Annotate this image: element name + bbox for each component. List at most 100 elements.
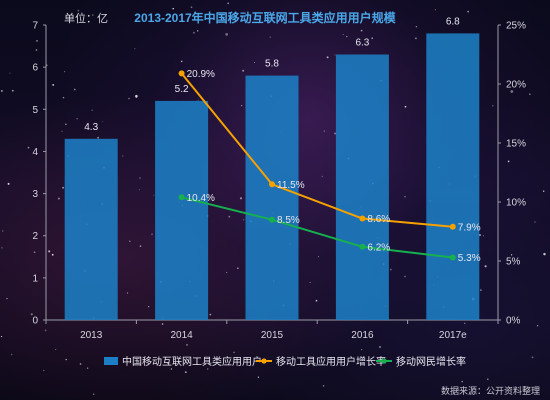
star <box>1 90 3 92</box>
star <box>510 90 514 93</box>
star <box>128 97 130 100</box>
star <box>27 146 30 149</box>
bar-series <box>64 33 480 321</box>
star <box>35 49 38 51</box>
star <box>1 247 3 249</box>
star <box>457 388 460 391</box>
chart-title: 2013-2017年中国移动互联网工具类应用用户规模 <box>134 10 396 25</box>
star <box>197 30 199 32</box>
line-value-label: 5.3% <box>458 253 481 264</box>
star <box>467 10 469 13</box>
star <box>371 37 373 39</box>
star <box>139 177 141 179</box>
star <box>456 336 458 339</box>
star <box>97 136 100 139</box>
star <box>93 393 95 395</box>
star <box>129 240 131 242</box>
star <box>126 292 129 294</box>
star <box>360 348 363 351</box>
star <box>536 325 539 327</box>
star <box>1 336 3 338</box>
star <box>36 40 38 42</box>
star <box>134 48 136 50</box>
star <box>73 88 76 91</box>
star <box>484 265 487 268</box>
x-category-label: 2014 <box>170 330 193 341</box>
star <box>43 369 45 372</box>
bar-value-label: 4.3 <box>84 122 98 133</box>
star <box>396 365 399 368</box>
star <box>79 363 82 365</box>
star <box>180 60 183 63</box>
x-category-label: 2016 <box>351 330 374 341</box>
star <box>227 2 229 5</box>
bar <box>245 75 299 320</box>
star <box>135 94 138 98</box>
right-tick-label: 10% <box>506 198 526 209</box>
star <box>242 69 245 72</box>
right-axis-ticks: 0% 5% 10% 15% 20% 25% <box>498 21 526 327</box>
star <box>65 123 67 126</box>
star <box>492 104 494 107</box>
star <box>48 250 51 253</box>
star <box>480 289 482 291</box>
line-point <box>269 216 275 223</box>
star <box>76 118 78 120</box>
star <box>57 197 60 200</box>
star <box>379 346 381 348</box>
star <box>86 367 89 369</box>
bar <box>64 138 118 320</box>
star <box>312 364 315 367</box>
star <box>30 313 33 316</box>
star <box>192 31 195 34</box>
star <box>342 34 344 35</box>
left-tick-label: 5 <box>32 105 38 116</box>
right-tick-label: 15% <box>506 139 526 150</box>
bar-value-label: 5.8 <box>265 59 279 70</box>
star <box>404 105 407 108</box>
star <box>404 275 406 278</box>
line-point <box>178 194 185 201</box>
star <box>11 89 14 92</box>
star <box>239 197 243 200</box>
star <box>184 371 187 373</box>
star <box>55 348 57 351</box>
line-value-label: 8.6% <box>367 214 390 225</box>
bar <box>335 54 389 320</box>
line-series-group: 20.9% 11.5% 8.6% 7.9% 10.4% 8.5% 6.2% 5.3% <box>178 69 481 264</box>
right-tick-label: 5% <box>506 257 521 268</box>
star <box>434 9 436 11</box>
right-tick-label: 0% <box>506 316 521 327</box>
star <box>10 353 13 356</box>
star <box>323 130 325 132</box>
bar-data-labels: 4.3 5.2 5.8 6.3 6.8 <box>84 16 460 132</box>
bar-value-label: 5.2 <box>175 84 189 95</box>
star <box>253 62 256 64</box>
star <box>515 387 518 389</box>
star <box>209 313 212 316</box>
star <box>61 130 63 132</box>
star <box>207 368 209 370</box>
star <box>233 351 235 354</box>
star <box>309 281 311 283</box>
star <box>346 35 348 38</box>
star <box>167 362 169 364</box>
right-tick-label: 20% <box>506 80 526 91</box>
left-tick-label: 6 <box>32 63 38 74</box>
star <box>65 358 67 361</box>
star <box>225 33 229 36</box>
star <box>9 72 11 74</box>
legend-marker-line-2 <box>381 358 387 364</box>
star <box>197 99 199 101</box>
star <box>486 378 489 381</box>
star <box>360 29 363 32</box>
star <box>321 175 323 178</box>
line-point <box>449 223 456 230</box>
bar-value-label: 6.3 <box>355 38 369 49</box>
star <box>151 233 153 236</box>
star <box>101 121 104 123</box>
bar <box>155 100 209 321</box>
star <box>482 235 484 237</box>
star <box>461 380 464 383</box>
